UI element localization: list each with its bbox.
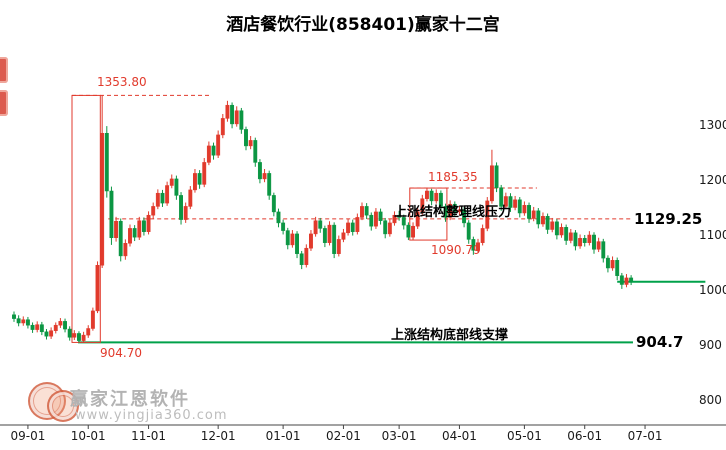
edge-seal-icon bbox=[0, 57, 8, 83]
watermark-brand: 赢家江恩软件 bbox=[70, 389, 190, 410]
box-high-price-label: 1185.35 bbox=[428, 170, 478, 184]
low-price-label: 904.70 bbox=[100, 346, 142, 360]
support-value-label: 904.7 bbox=[636, 333, 684, 351]
page-title: 酒店餐饮行业(858401)赢家十二宫 bbox=[226, 15, 500, 35]
watermark-url: www.yingjia360.com bbox=[75, 408, 228, 423]
pressure-line-label: 上涨结构整理线压力 bbox=[394, 205, 512, 220]
edge-seal-icon bbox=[0, 90, 8, 116]
box-low-price-label: 1090.79 bbox=[431, 243, 481, 257]
peak-price-label: 1353.80 bbox=[97, 75, 147, 89]
support-line-label: 上涨结构底部线支撑 bbox=[391, 328, 509, 343]
chess-stamp-icon bbox=[47, 390, 79, 422]
pressure-value-label: 1129.25 bbox=[634, 210, 703, 228]
